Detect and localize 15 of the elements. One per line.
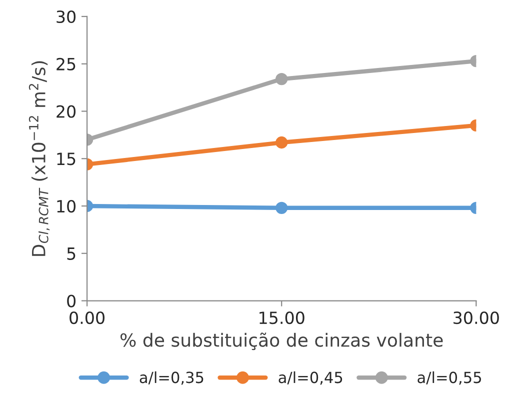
y-tick-label: 15	[57, 152, 76, 166]
x-axis-title: % de substituição de cinzas volante	[120, 332, 443, 350]
y-tick-label: 30	[56, 10, 76, 24]
x-tick-label: 30.00	[454, 311, 499, 324]
y-tick-label: 10	[57, 200, 76, 213]
legend-label: a/l=0,35	[140, 371, 204, 385]
x-tick-label: 15.00	[260, 311, 304, 324]
y-tick-label: 20	[56, 105, 76, 118]
legend-label: a/l=0,45	[278, 371, 342, 385]
x-tick-label: 0.00	[70, 311, 104, 324]
legend-label: a/l=0,55	[418, 371, 481, 385]
y-tick-label: 0	[67, 294, 76, 308]
y-axis-title: D$_{Cl,RCMT}$ (x10$^{−12}$ m$^{2}$/s)	[28, 61, 50, 256]
y-tick-label: 25	[56, 58, 76, 70]
y-tick-label: 5	[67, 248, 76, 260]
